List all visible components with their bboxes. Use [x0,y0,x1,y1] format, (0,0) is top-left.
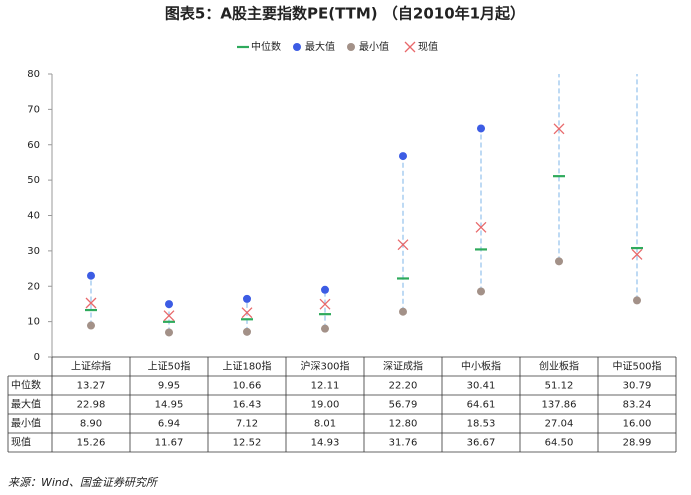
table-value: 30.41 [467,381,496,392]
point [243,327,251,336]
point [631,248,643,260]
y-tick-label: 80 [27,69,40,80]
y-tick-label: 30 [27,246,40,257]
row-label: 现值 [11,436,31,449]
legend-label: 现值 [418,40,438,53]
y-tick-label: 0 [34,352,40,363]
table-value: 8.01 [314,419,336,430]
table-value: 13.27 [77,381,106,392]
x-tick-label: 上证180指 [222,360,271,373]
point [633,296,641,305]
point [163,310,175,322]
table-value: 22.20 [389,381,418,392]
point [399,307,407,316]
y-tick-label: 10 [27,317,40,328]
table-value: 10.66 [233,381,262,392]
point [85,297,97,309]
point [243,294,251,303]
table-value: 12.11 [311,381,340,392]
table-value: 18.53 [467,419,496,430]
table-value: 14.93 [311,438,340,449]
x-tick-label: 上证综指 [71,360,111,373]
point [555,257,563,266]
legend-label: 中位数 [251,40,281,53]
table-value: 12.80 [389,419,418,430]
table-value: 28.99 [623,438,652,449]
y-tick-label: 70 [27,104,40,115]
point [87,321,95,330]
table-value: 137.86 [542,400,577,411]
table-value: 64.61 [467,400,496,411]
table-value: 56.79 [389,400,418,411]
table-value: 36.67 [467,438,496,449]
row-label: 中位数 [11,379,41,392]
legend-marker [404,41,416,53]
y-tick-label: 60 [27,140,40,151]
table-value: 64.50 [545,438,574,449]
plot-area [85,59,643,337]
table-value: 12.52 [233,438,262,449]
table-value: 16.43 [233,400,262,411]
point [165,328,173,337]
x-tick-label: 创业板指 [539,360,579,373]
y-tick-label: 20 [27,281,40,292]
chart-title: 图表5：A股主要指数PE(TTM) （自2010年1月起） [165,5,525,23]
x-tick-label: 中小板指 [461,360,501,373]
point [319,298,331,310]
table-value: 8.90 [80,419,102,430]
row-label: 最小值 [11,417,41,430]
point [397,239,409,251]
point [241,307,253,319]
point [477,287,485,296]
row-label: 最大值 [11,398,41,411]
table-value: 7.12 [236,419,258,430]
point [165,300,173,309]
table-value: 30.79 [623,381,652,392]
table-value: 19.00 [311,400,340,411]
table-value: 27.04 [545,419,574,430]
point [477,124,485,133]
point [321,324,329,333]
legend-marker [293,43,301,51]
table-value: 11.67 [155,438,184,449]
point [399,152,407,161]
x-tick-label: 上证50指 [148,360,191,373]
legend-label: 最小值 [359,40,389,53]
table-value: 16.00 [623,419,652,430]
point [633,59,641,67]
table-value: 15.26 [77,438,106,449]
table-value: 83.24 [623,400,652,411]
point [87,271,95,280]
legend-label: 最大值 [305,40,335,53]
table-value: 14.95 [155,400,184,411]
y-tick-label: 50 [27,175,40,186]
point [553,123,565,135]
table-value: 6.94 [158,419,180,430]
x-tick-label: 沪深300指 [300,360,349,373]
x-tick-label: 深证成指 [383,360,423,373]
point [321,285,329,294]
table-value: 22.98 [77,400,106,411]
y-tick-label: 40 [27,211,40,222]
table-value: 51.12 [545,381,574,392]
legend-marker [347,43,355,51]
source-note: 来源：Wind、国金证券研究所 [8,476,159,489]
table-value: 31.76 [389,438,418,449]
table-value: 9.95 [158,381,180,392]
x-tick-label: 中证500指 [612,360,661,373]
point [475,221,487,233]
